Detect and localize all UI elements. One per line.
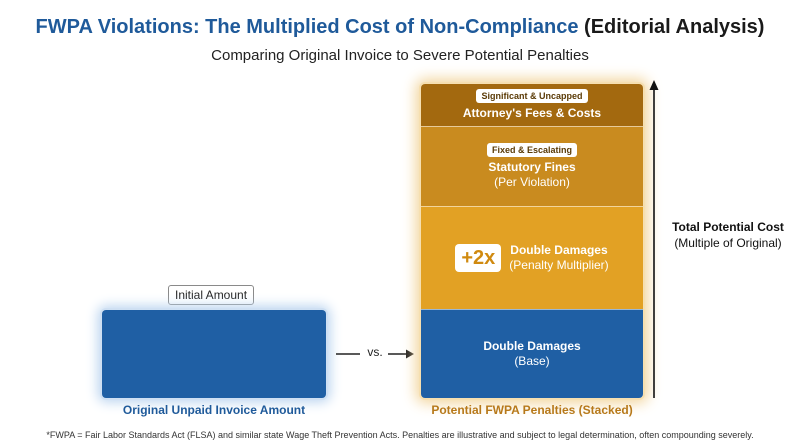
- original-bar-caption: Original Unpaid Invoice Amount: [122, 403, 306, 417]
- arrow-right-icon: [336, 349, 414, 359]
- segment-tag: Significant & Uncapped: [476, 89, 588, 103]
- segment-sub: (Base): [514, 354, 550, 368]
- chart-title-main: FWPA Violations: The Multiplied Cost of …: [35, 16, 579, 38]
- stack-segment-1: +2x Double Damages (Penalty Multiplier): [421, 206, 643, 309]
- stack-segment-2: Fixed & Escalating Statutory Fines (Per Vi…: [421, 126, 643, 206]
- segment-sub: (Penalty Multiplier): [509, 258, 609, 272]
- segment-name: Statutory Fines: [488, 160, 576, 174]
- segment-row: +2x Double Damages (Penalty Multiplier): [455, 243, 609, 273]
- total-cost-label-bold: Total Potential Cost: [672, 220, 784, 234]
- stack-segment-3: Significant & Uncapped Attorney's Fees & …: [421, 84, 643, 126]
- stacked-bar-caption: Potential FWPA Penalties (Stacked): [431, 403, 633, 417]
- comparison-arrow: vs.: [334, 345, 414, 363]
- original-invoice-bar: [102, 310, 326, 398]
- segment-sub: (Per Violation): [494, 175, 570, 189]
- stack-segment-0: Double Damages (Base): [421, 309, 643, 398]
- segment-text: Attorney's Fees & Costs: [463, 106, 601, 121]
- total-cost-label: Total Potential Cost (Multiple of Origin…: [660, 219, 796, 251]
- footnote: *FWPA = Fair Labor Standards Act (FLSA) …: [46, 430, 754, 440]
- chart-title: FWPA Violations: The Multiplied Cost of …: [0, 16, 800, 39]
- penalty-stacked-bar: Double Damages (Base) +2x Double Damages (Pe…: [421, 84, 643, 398]
- segment-name: Attorney's Fees & Costs: [462, 106, 602, 120]
- multiplier-badge: +2x: [455, 244, 502, 272]
- chart-title-tag: (Editorial Analysis): [584, 16, 765, 38]
- initial-amount-label: Initial Amount: [168, 285, 255, 305]
- segment-text: Double Damages (Penalty Multiplier): [509, 243, 608, 273]
- segment-name: Double Damages: [510, 243, 608, 257]
- segment-tag: Fixed & Escalating: [486, 143, 578, 157]
- segment-text: Double Damages (Base): [483, 339, 580, 369]
- total-cost-axis-arrow: [649, 80, 659, 398]
- total-cost-label-sub: (Multiple of Original): [674, 236, 782, 250]
- chart-subtitle: Comparing Original Invoice to Severe Pot…: [211, 47, 589, 64]
- vs-label: vs.: [364, 345, 386, 359]
- segment-text: Statutory Fines (Per Violation): [488, 160, 575, 190]
- segment-name: Double Damages: [483, 339, 581, 353]
